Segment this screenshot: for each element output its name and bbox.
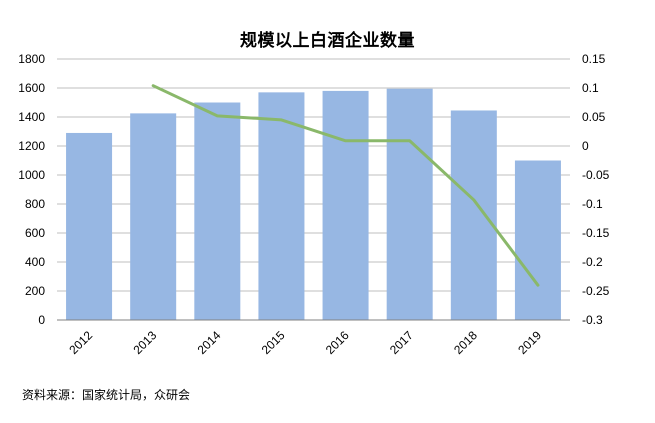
x-tick-label: 2012 <box>66 328 95 357</box>
bar <box>66 132 113 320</box>
y-left-tick-label: 800 <box>25 197 45 211</box>
y-left-tick-label: 1200 <box>18 139 45 153</box>
y-right-tick-label: 0.15 <box>582 52 606 66</box>
bar <box>386 88 433 320</box>
y-left-tick-label: 200 <box>25 284 45 298</box>
bar <box>514 160 561 320</box>
bar <box>258 92 305 320</box>
y-right-tick-label: -0.1 <box>582 197 603 211</box>
y-right-tick-label: 0.05 <box>582 110 606 124</box>
y-right-tick-label: -0.3 <box>582 313 603 327</box>
y-right-tick-label: 0.1 <box>582 81 599 95</box>
bar <box>194 102 241 320</box>
y-left-tick-label: 1800 <box>18 52 45 66</box>
x-tick-label: 2014 <box>195 328 224 357</box>
x-tick-label: 2017 <box>387 328 416 357</box>
x-tick-label: 2013 <box>131 328 160 357</box>
bar <box>130 113 177 320</box>
source-note: 资料来源：国家统计局，众研会 <box>22 388 191 402</box>
y-left-tick-label: 1400 <box>18 110 45 124</box>
y-left-tick-label: 0 <box>38 313 45 327</box>
bar <box>322 90 369 321</box>
line-series <box>151 84 540 287</box>
y-left-tick-label: 400 <box>25 255 45 269</box>
y-left-tick-label: 1000 <box>18 168 45 182</box>
y-right-tick-label: -0.25 <box>582 284 610 298</box>
bar-series <box>66 88 561 321</box>
x-tick-label: 2019 <box>515 328 544 357</box>
y-right-tick-label: -0.05 <box>582 168 610 182</box>
y-right-tick-label: -0.15 <box>582 226 610 240</box>
x-tick-label: 2016 <box>323 328 352 357</box>
x-tick-label: 2015 <box>259 328 288 357</box>
y-right-tick-label: 0 <box>582 139 589 153</box>
y-left-tick-label: 600 <box>25 226 45 240</box>
x-tick-label: 2018 <box>451 328 480 357</box>
bar <box>450 110 497 320</box>
chart-title: 规模以上白酒企业数量 <box>240 31 415 51</box>
y-right-tick-label: -0.2 <box>582 255 603 269</box>
y-left-tick-label: 1600 <box>18 81 45 95</box>
